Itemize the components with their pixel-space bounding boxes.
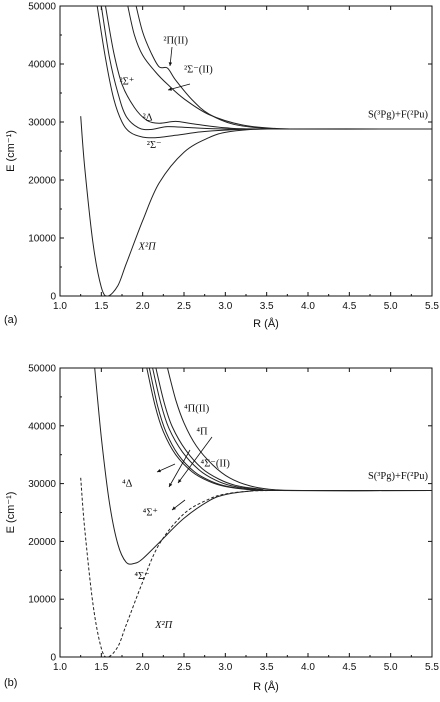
y-tick-label: 10000 [28, 234, 56, 245]
y-tick-label: 40000 [28, 60, 56, 71]
series-line-0 [80, 116, 432, 296]
y-tick-label: 0 [50, 292, 56, 303]
asymptote-label: S(³Pg)+F(²Pu) [368, 471, 429, 482]
y-tick-label: 0 [50, 653, 56, 664]
annotation-5: ⁴Σ⁻ [134, 571, 150, 582]
panel-b: 1.0 1.5 2.0 2.5 3.0 3.5 4.0 4.5 5.0 5.5 0 10000 2000… [4, 364, 439, 694]
annotation-1: ⁴Π [196, 426, 208, 437]
x-tick-label: 2.5 [177, 301, 191, 312]
annotation-arrow [177, 436, 213, 484]
annotation-6: X²Π [154, 620, 174, 631]
x-tick-label: 5.5 [425, 662, 439, 673]
y-tick-label: 50000 [28, 2, 56, 13]
x-tick-label: 2.5 [177, 662, 191, 673]
plot-frame [59, 367, 433, 658]
y-tick-label: 20000 [28, 176, 56, 187]
series-line-5 [135, 6, 432, 130]
x-tick-label: 1.0 [53, 662, 67, 673]
annotation-5: X²Π [138, 242, 158, 253]
y-tick-label: 50000 [28, 364, 56, 375]
x-tick-label: 5.5 [425, 301, 439, 312]
annotation-0: ²Π(II) [163, 36, 188, 47]
y-axis-label: E (cm⁻¹) [5, 130, 17, 172]
series-line-1 [94, 368, 432, 565]
annotation-0: ⁴Π(II) [184, 403, 210, 414]
y-tick-label: 20000 [28, 537, 56, 548]
annotation-arrowhead [168, 62, 173, 66]
x-tick-label: 4.0 [301, 662, 315, 673]
annotation-4: ⁴Σ⁺ [143, 507, 159, 518]
panel-label: (b) [4, 677, 17, 689]
x-tick-label: 3.5 [260, 662, 274, 673]
series-line-6 [167, 368, 432, 492]
series-line-3 [105, 6, 432, 130]
annotation-arrow [167, 83, 191, 91]
x-axis-label: R (Å) [253, 317, 279, 330]
x-tick-label: 4.5 [342, 662, 356, 673]
y-tick-label: 10000 [28, 595, 56, 606]
annotation-2: ⁴Σ⁻(II) [201, 458, 231, 469]
annotation-2: ²Σ⁺ [120, 76, 135, 87]
annotation-3: ⁴Δ [122, 478, 133, 489]
x-tick-label: 5.0 [384, 662, 398, 673]
x-tick-label: 4.5 [342, 301, 356, 312]
x-tick-label: 3.5 [260, 301, 274, 312]
plot-frame [59, 5, 433, 297]
panel-label: (a) [4, 314, 17, 326]
annotation-4: ²Σ⁻ [147, 140, 162, 151]
x-tick-label: 2.0 [136, 301, 150, 312]
x-tick-label: 1.5 [94, 301, 108, 312]
y-axis-label: E (cm⁻¹) [5, 492, 17, 534]
x-tick-label: 2.0 [136, 662, 150, 673]
asymptote-label: S(³Pg)+F(²Pu) [368, 109, 429, 120]
y-tick-label: 40000 [28, 421, 56, 432]
annotation-1: ²Σ⁻(II) [184, 65, 213, 76]
series-line-0 [80, 477, 432, 657]
y-tick-label: 30000 [28, 118, 56, 129]
annotation-arrow [168, 449, 191, 488]
annotation-arrowhead [172, 506, 176, 510]
annotation-arrowhead [168, 87, 172, 91]
x-tick-label: 5.0 [384, 301, 398, 312]
x-axis-label: R (Å) [253, 680, 279, 693]
annotation-arrowhead [157, 468, 161, 473]
x-tick-label: 3.0 [218, 662, 232, 673]
x-tick-label: 4.0 [301, 301, 315, 312]
x-tick-label: 1.0 [53, 301, 67, 312]
x-tick-label: 1.5 [94, 662, 108, 673]
annotation-3: ²Δ [143, 112, 153, 123]
panel-a: 1.0 1.5 2.0 2.5 3.0 3.5 4.0 4.5 5.0 5.5 0 10000 2000… [4, 2, 439, 331]
y-tick-label: 30000 [28, 479, 56, 490]
x-tick-label: 3.0 [218, 301, 232, 312]
annotation-arrowhead [178, 479, 182, 483]
annotation-arrowhead [169, 483, 173, 487]
